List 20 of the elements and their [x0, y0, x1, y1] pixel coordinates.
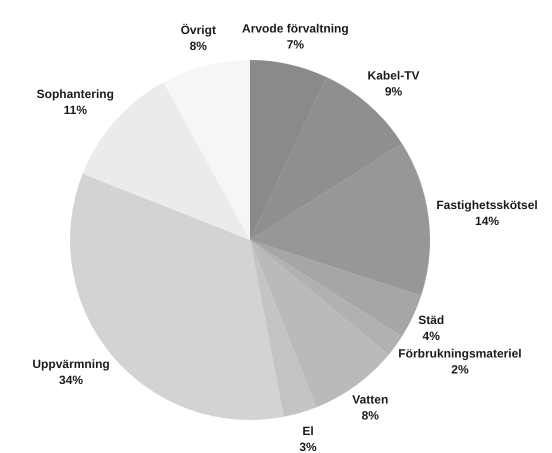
slice-label: Uppvärmning: [32, 356, 110, 371]
data-label: 3%: [299, 440, 318, 453]
slice-label: Arvode förvaltning: [242, 21, 349, 36]
slice-label: Vatten: [352, 392, 388, 407]
data-label: 14%: [475, 214, 500, 228]
slice-label: Sophantering: [36, 86, 114, 101]
data-label: 7%: [286, 37, 304, 52]
data-label: 9%: [384, 84, 403, 98]
data-label: 8%: [190, 38, 208, 53]
data-label: 2%: [451, 362, 469, 377]
slice-label: Fastighetsskötsel: [436, 198, 538, 212]
slice-label: Städ: [418, 312, 444, 327]
data-label: 8%: [362, 408, 380, 423]
slice-label: Kabel-TV: [368, 68, 420, 82]
slice-label: Förbrukningsmateriel: [398, 346, 522, 361]
slice-label: Övrigt: [180, 22, 216, 37]
data-label: 4%: [422, 328, 440, 343]
data-label: 11%: [64, 102, 88, 117]
data-label: 34%: [59, 372, 84, 387]
slice-label: El: [302, 424, 314, 438]
